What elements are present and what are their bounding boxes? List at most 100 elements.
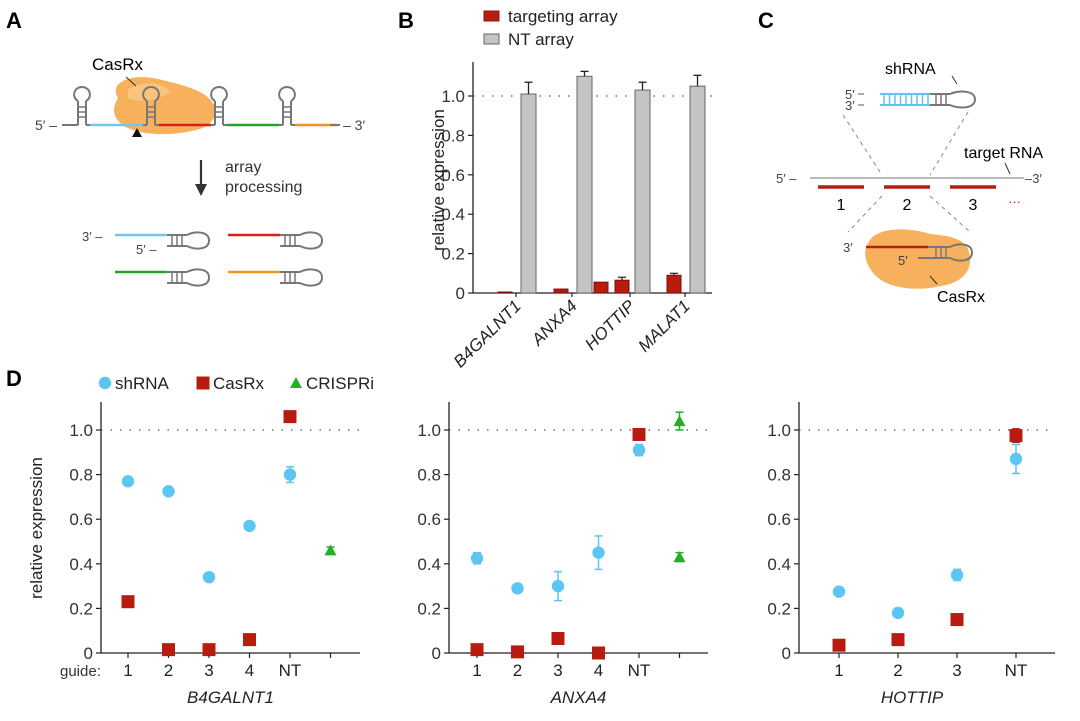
- y-tick-label: 0: [432, 644, 441, 663]
- x-tick-label: 1: [834, 661, 843, 680]
- bar-nt-array: [520, 93, 537, 294]
- marker-shrna: [1009, 452, 1023, 466]
- y-tick-label: 0.4: [767, 555, 791, 574]
- shrna-label: shRNA: [885, 61, 936, 78]
- x-tick-label: NT: [1005, 661, 1028, 680]
- bar-targeting-array: [553, 288, 569, 294]
- marker-shrna: [551, 579, 565, 593]
- marker-casrx: [950, 613, 964, 627]
- x-tick-label: 2: [513, 661, 522, 680]
- marker-shrna: [891, 606, 905, 620]
- y-tick-label: 0.6: [417, 510, 441, 529]
- bottom-five-prime: 5′: [898, 253, 908, 268]
- legend-label: NT array: [508, 30, 574, 49]
- bar-nt-array: [576, 75, 593, 294]
- marker-casrx: [551, 632, 565, 646]
- y-tick-label: 1.0: [767, 421, 791, 440]
- y-tick-label: 0.2: [69, 599, 93, 618]
- x-tick-label: NT: [279, 661, 302, 680]
- x-tick-label: 2: [164, 661, 173, 680]
- panel-c: C shRNA 5′ 3′ target RNA 5′ – –3′ 1 2 3: [758, 8, 1043, 306]
- crrna-loop: [186, 231, 211, 250]
- marker-shrna: [202, 570, 216, 584]
- zoom-guide-line: [847, 195, 883, 233]
- zoom-guide-line: [842, 114, 883, 176]
- x-tick-label: MALAT1: [635, 296, 694, 355]
- shrna-hairpin: [858, 90, 977, 109]
- marker-crispri: [290, 377, 302, 388]
- zoom-guide-line: [929, 195, 971, 233]
- y-tick-label: 0.2: [767, 599, 791, 618]
- legend-swatch: [483, 33, 500, 45]
- marker-shrna: [832, 585, 846, 598]
- marker-casrx: [283, 410, 297, 424]
- marker-casrx: [243, 633, 256, 647]
- marker-casrx: [891, 633, 905, 647]
- x-tick-label: HOTTIP: [581, 296, 639, 354]
- x-tick-label: 3: [952, 661, 961, 680]
- y-tick-label: 0.6: [767, 510, 791, 529]
- panel-d: D shRNA CasRx CRISPRi guide: 0 0.2 0.4 0.6 0.8…: [6, 366, 1055, 707]
- marker-shrna: [243, 519, 256, 533]
- x-tick-label: 4: [594, 661, 603, 680]
- marker-shrna: [283, 468, 297, 481]
- target-five-prime: 5′ –: [776, 171, 797, 186]
- y-tick-label: 0.2: [417, 599, 441, 618]
- y-tick-label: 1.0: [441, 87, 465, 106]
- marker-casrx: [1009, 429, 1023, 443]
- marker-shrna: [470, 552, 484, 565]
- casrx-label: CasRx: [92, 55, 144, 74]
- casrx-label-c: CasRx: [937, 289, 985, 306]
- marker-shrna: [121, 475, 135, 488]
- bar-targeting-array: [666, 274, 682, 294]
- y-tick-label: 0.6: [69, 510, 93, 529]
- y-tick-label: 0: [84, 644, 93, 663]
- marker-casrx: [592, 646, 605, 660]
- bar-targeting-array: [614, 279, 630, 294]
- panel-a: A CasRx 5′ – – 3′ array processing 3′ – …: [6, 8, 365, 287]
- x-tick-label: ANXA4: [527, 296, 581, 350]
- scatter-chart-hottip: 0 0.2 0.4 0.6 0.8 1.0 1 2 3 NT HOTTIP: [767, 402, 1055, 707]
- marker-casrx: [162, 643, 175, 657]
- y-tick-label: 0.4: [441, 205, 465, 224]
- gene-label: HOTTIP: [881, 688, 944, 707]
- legend-label: CasRx: [213, 374, 265, 393]
- crrna-loop: [299, 268, 324, 287]
- crrna-loop: [186, 268, 211, 287]
- zoom-guide-line: [929, 111, 969, 176]
- x-tick-label: NT: [628, 661, 651, 680]
- three-prime-label: – 3′: [343, 117, 365, 133]
- bar-targeting-array: [593, 281, 609, 294]
- marker-crispri: [673, 415, 686, 427]
- cleavage-site-triangle-icon: [132, 128, 142, 137]
- marker-casrx: [470, 643, 484, 657]
- marker-casrx: [196, 376, 210, 390]
- x-tick-label: 2: [893, 661, 902, 680]
- hairpin-loop: [210, 85, 228, 102]
- y-tick-label: 1.0: [69, 421, 93, 440]
- guide-prefix-label: guide:: [60, 663, 101, 680]
- marker-casrx: [121, 595, 135, 609]
- marker-casrx: [202, 643, 216, 657]
- y-tick-label: 0: [456, 284, 465, 303]
- marker-casrx: [632, 427, 646, 441]
- y-tick-label: 0.8: [441, 126, 465, 145]
- hairpin-loop: [142, 85, 160, 102]
- target-rna-label: target RNA: [964, 145, 1043, 162]
- y-tick-label: 0.8: [69, 466, 93, 485]
- marker-crispri: [324, 544, 337, 556]
- legend-d: shRNA CasRx CRISPRi: [98, 374, 374, 393]
- y-tick-label: 0: [782, 644, 791, 663]
- shrna-three-prime: 3′: [845, 98, 855, 113]
- processed-crrnas: [115, 231, 324, 287]
- arrow-head-icon: [195, 184, 207, 196]
- y-tick-label: 1.0: [417, 421, 441, 440]
- marker-casrx: [511, 645, 524, 659]
- site-label-1: 1: [837, 197, 846, 214]
- shrna-leader-line: [951, 75, 958, 85]
- casrx-leader-line: [125, 76, 137, 87]
- legend-label: CRISPRi: [306, 374, 374, 393]
- y-tick-label: 0.8: [417, 466, 441, 485]
- crrna-loop: [299, 231, 324, 250]
